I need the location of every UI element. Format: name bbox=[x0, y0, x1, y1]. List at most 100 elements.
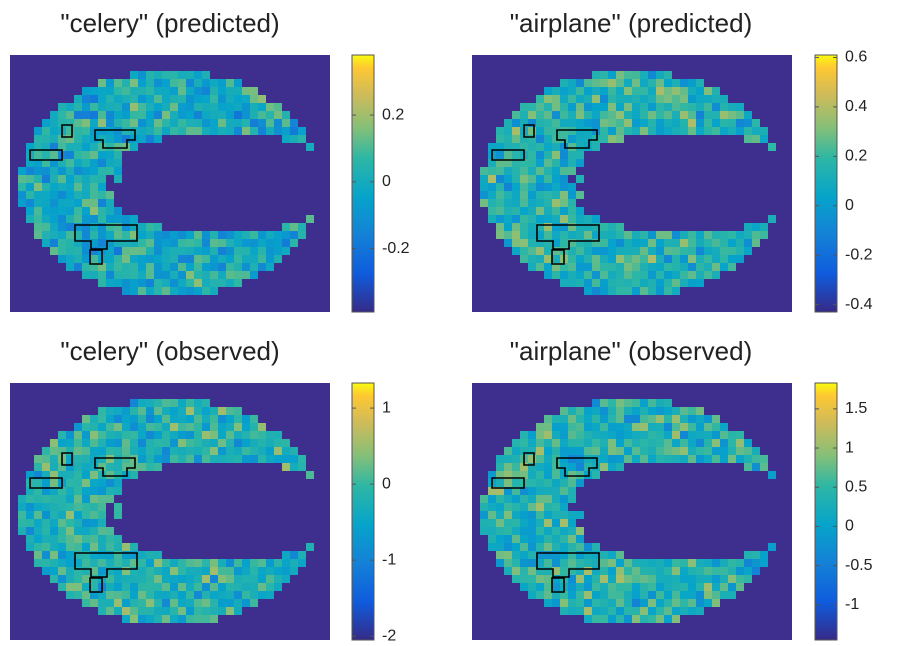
voxel bbox=[226, 407, 234, 415]
voxel bbox=[90, 159, 98, 167]
voxel bbox=[90, 599, 98, 607]
voxel bbox=[130, 471, 138, 479]
voxel bbox=[258, 567, 266, 575]
voxel bbox=[544, 175, 552, 183]
voxel bbox=[696, 79, 704, 87]
voxel bbox=[50, 199, 58, 207]
voxel bbox=[672, 439, 680, 447]
voxel bbox=[552, 231, 560, 239]
voxel bbox=[600, 599, 608, 607]
voxel bbox=[50, 527, 58, 535]
voxel bbox=[122, 95, 130, 103]
voxel bbox=[536, 431, 544, 439]
voxel bbox=[26, 167, 34, 175]
voxel bbox=[728, 591, 736, 599]
voxel bbox=[664, 79, 672, 87]
voxel bbox=[90, 191, 98, 199]
voxel bbox=[74, 119, 82, 127]
voxel bbox=[624, 127, 632, 135]
voxel bbox=[728, 119, 736, 127]
voxel bbox=[616, 559, 624, 567]
voxel bbox=[74, 439, 82, 447]
voxel bbox=[560, 103, 568, 111]
voxel bbox=[98, 183, 106, 191]
voxel bbox=[82, 87, 90, 95]
voxel bbox=[298, 559, 306, 567]
voxel bbox=[170, 423, 178, 431]
voxel bbox=[592, 143, 600, 151]
voxel bbox=[664, 607, 672, 615]
voxel bbox=[170, 111, 178, 119]
voxel bbox=[528, 199, 536, 207]
voxel bbox=[656, 423, 664, 431]
voxel bbox=[234, 127, 242, 135]
voxel bbox=[106, 479, 114, 487]
voxel bbox=[696, 447, 704, 455]
voxel bbox=[66, 191, 74, 199]
voxel bbox=[560, 239, 568, 247]
voxel bbox=[146, 575, 154, 583]
voxel bbox=[274, 119, 282, 127]
voxel bbox=[98, 199, 106, 207]
voxel bbox=[138, 87, 146, 95]
voxel bbox=[672, 271, 680, 279]
voxel bbox=[242, 599, 250, 607]
voxel bbox=[592, 431, 600, 439]
voxel bbox=[50, 439, 58, 447]
voxel bbox=[42, 167, 50, 175]
voxel bbox=[504, 215, 512, 223]
voxel bbox=[568, 231, 576, 239]
voxel bbox=[234, 439, 242, 447]
voxel bbox=[584, 287, 592, 295]
voxel bbox=[552, 447, 560, 455]
voxel bbox=[98, 519, 106, 527]
voxel bbox=[552, 511, 560, 519]
voxel bbox=[154, 455, 162, 463]
voxel bbox=[162, 559, 170, 567]
voxel bbox=[720, 127, 728, 135]
voxel bbox=[298, 223, 306, 231]
voxel bbox=[688, 247, 696, 255]
voxel bbox=[114, 535, 122, 543]
voxel bbox=[146, 591, 154, 599]
voxel bbox=[512, 135, 520, 143]
voxel bbox=[98, 463, 106, 471]
voxel bbox=[82, 191, 90, 199]
voxel bbox=[50, 239, 58, 247]
voxel bbox=[664, 567, 672, 575]
voxel bbox=[528, 487, 536, 495]
voxel bbox=[552, 463, 560, 471]
voxel bbox=[170, 279, 178, 287]
voxel bbox=[186, 423, 194, 431]
voxel bbox=[194, 591, 202, 599]
voxel bbox=[42, 535, 50, 543]
voxel bbox=[258, 439, 266, 447]
voxel bbox=[170, 575, 178, 583]
voxel bbox=[242, 263, 250, 271]
voxel bbox=[672, 239, 680, 247]
voxel bbox=[504, 447, 512, 455]
voxel bbox=[568, 479, 576, 487]
voxel bbox=[138, 231, 146, 239]
voxel bbox=[98, 231, 106, 239]
voxel bbox=[234, 271, 242, 279]
voxel bbox=[496, 503, 504, 511]
voxel bbox=[640, 239, 648, 247]
voxel bbox=[680, 119, 688, 127]
voxel bbox=[600, 247, 608, 255]
voxel bbox=[528, 167, 536, 175]
voxel bbox=[584, 87, 592, 95]
voxel bbox=[74, 95, 82, 103]
voxel bbox=[640, 71, 648, 79]
voxel bbox=[146, 615, 154, 623]
voxel bbox=[42, 463, 50, 471]
voxel bbox=[528, 535, 536, 543]
voxel bbox=[608, 119, 616, 127]
voxel bbox=[712, 431, 720, 439]
voxel bbox=[250, 95, 258, 103]
voxel bbox=[162, 263, 170, 271]
voxel bbox=[210, 263, 218, 271]
voxel bbox=[146, 255, 154, 263]
voxel bbox=[218, 415, 226, 423]
voxel bbox=[218, 95, 226, 103]
